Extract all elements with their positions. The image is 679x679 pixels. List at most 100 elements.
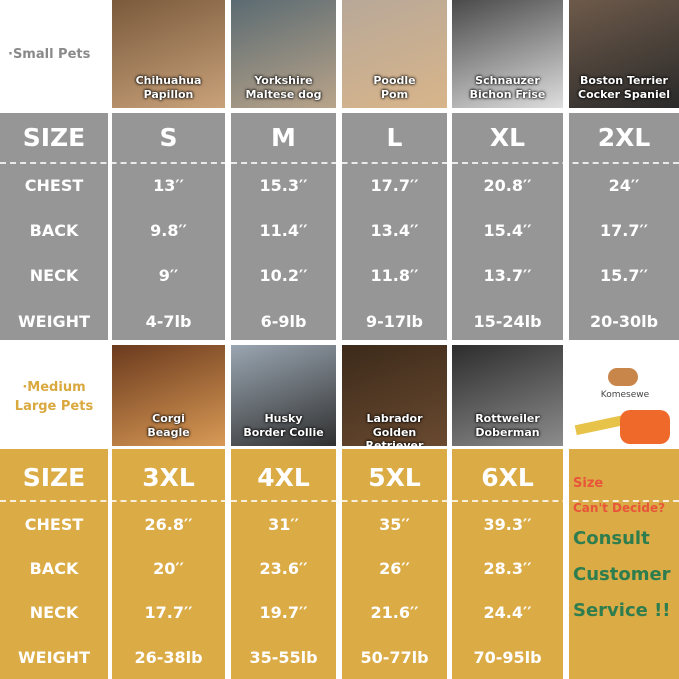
header-cell: SIZE	[22, 122, 86, 152]
section-label: ·Small Pets	[8, 47, 91, 62]
column-bg	[0, 449, 108, 679]
column-bg	[569, 113, 679, 340]
photo-caption: Border Collie	[243, 426, 324, 439]
dog-photo: Boston Terrier Cocker Spaniel	[569, 0, 679, 108]
value-cell: 15.7′′	[600, 265, 648, 285]
photo-caption: Corgi	[152, 412, 185, 425]
dog-photo: Husky Border Collie	[231, 345, 336, 446]
value-cell: 15-24lb	[473, 311, 542, 331]
value-cell: 35′′	[379, 514, 410, 534]
column-bg	[112, 449, 225, 679]
value-cell: 20.8′′	[483, 175, 532, 195]
help-text: Service !!	[573, 600, 671, 622]
photo-caption: Labrador	[366, 412, 423, 425]
divider	[0, 162, 679, 164]
column-bg	[452, 113, 563, 340]
column-bg	[342, 113, 447, 340]
photo-caption: Cocker Spaniel	[578, 88, 670, 101]
value-cell: 13.7′′	[483, 265, 532, 285]
value-cell: 31′′	[268, 514, 299, 534]
value-cell: 13.4′′	[370, 220, 419, 240]
value-cell: 35-55lb	[249, 647, 318, 667]
header-cell: 5XL	[368, 462, 421, 492]
header-cell: 4XL	[257, 462, 310, 492]
photo-caption: Bichon Frise	[469, 88, 546, 101]
help-text: Customer	[573, 564, 671, 586]
value-cell: 23.6′′	[259, 558, 308, 578]
row-label: NECK	[29, 265, 79, 285]
column-bg	[569, 449, 679, 679]
value-cell: 39.3′′	[483, 514, 532, 534]
value-cell: 70-95lb	[473, 647, 542, 667]
value-cell: 24.4′′	[483, 602, 532, 622]
value-cell: 17.7′′	[370, 175, 419, 195]
value-cell: 17.7′′	[600, 220, 648, 240]
photo-caption: Poodle	[373, 74, 416, 87]
row-label: BACK	[29, 558, 79, 578]
column-bg	[0, 113, 108, 340]
value-cell: 11.4′′	[259, 220, 308, 240]
row-label: NECK	[29, 602, 79, 622]
value-cell: 15.3′′	[259, 175, 308, 195]
dog-photo: Chihuahua Papillon	[112, 0, 225, 108]
photo-caption: Husky	[264, 412, 303, 425]
help-text: Size	[573, 475, 604, 491]
header-cell: SIZE	[22, 462, 86, 492]
tape-roll	[620, 410, 670, 444]
header-cell: S	[159, 122, 178, 152]
value-cell: 17.7′′	[144, 602, 193, 622]
header-cell: 2XL	[597, 122, 651, 152]
column-bg	[342, 449, 447, 679]
value-cell: 6-9lb	[260, 311, 307, 331]
value-cell: 26.8′′	[144, 514, 193, 534]
value-cell: 11.8′′	[370, 265, 419, 285]
dog-photo: Labrador Golden Retriever	[342, 345, 447, 446]
header-cell: XL	[489, 122, 526, 152]
header-cell: 6XL	[481, 462, 534, 492]
photo-caption: Beagle	[147, 426, 190, 439]
value-cell: 19.7′′	[259, 602, 308, 622]
value-cell: 13′′	[153, 175, 184, 195]
dog-photo: Yorkshire Maltese dog	[231, 0, 336, 108]
section-label: Large Pets	[14, 399, 94, 414]
header-cell: L	[386, 122, 403, 152]
help-text: Consult	[573, 528, 650, 550]
value-cell: 28.3′′	[483, 558, 532, 578]
dog-photo: Rottweiler Doberman	[452, 345, 563, 446]
photo-caption: Yorkshire	[254, 74, 313, 87]
section-label: ·Medium	[22, 380, 86, 395]
column-bg	[112, 113, 225, 340]
logo-text: Komesewe	[600, 390, 650, 400]
column-bg	[452, 449, 563, 679]
column-bg	[231, 449, 336, 679]
photo-caption: Papillon	[143, 88, 194, 101]
dog-photo: Corgi Beagle	[112, 345, 225, 446]
header-cell: 3XL	[142, 462, 195, 492]
value-cell: 20′′	[153, 558, 184, 578]
value-cell: 50-77lb	[360, 647, 429, 667]
photo-caption: Rottweiler	[475, 412, 540, 425]
photo-caption: Maltese dog	[245, 88, 322, 101]
value-cell: 4-7lb	[145, 311, 192, 331]
value-cell: 9-17lb	[366, 311, 423, 331]
value-cell: 10.2′′	[259, 265, 308, 285]
value-cell: 24′′	[608, 175, 640, 195]
divider	[0, 500, 679, 502]
value-cell: 26′′	[379, 558, 410, 578]
dog-photo: Schnauzer Bichon Frise	[452, 0, 563, 108]
help-text: Can't Decide?	[573, 501, 666, 516]
value-cell: 20-30lb	[589, 311, 659, 331]
photo-caption: Pom	[380, 88, 409, 101]
value-cell: 26-38lb	[134, 647, 203, 667]
header-cell: M	[271, 122, 296, 152]
column-bg	[231, 113, 336, 340]
value-cell: 9′′	[158, 265, 179, 285]
value-cell: 9.8′′	[150, 220, 187, 240]
row-label: CHEST	[24, 514, 84, 534]
row-label: WEIGHT	[18, 647, 90, 667]
row-label: BACK	[29, 220, 79, 240]
value-cell: 15.4′′	[483, 220, 532, 240]
photo-caption: Doberman	[475, 426, 540, 439]
photo-caption: Chihuahua	[135, 74, 202, 87]
